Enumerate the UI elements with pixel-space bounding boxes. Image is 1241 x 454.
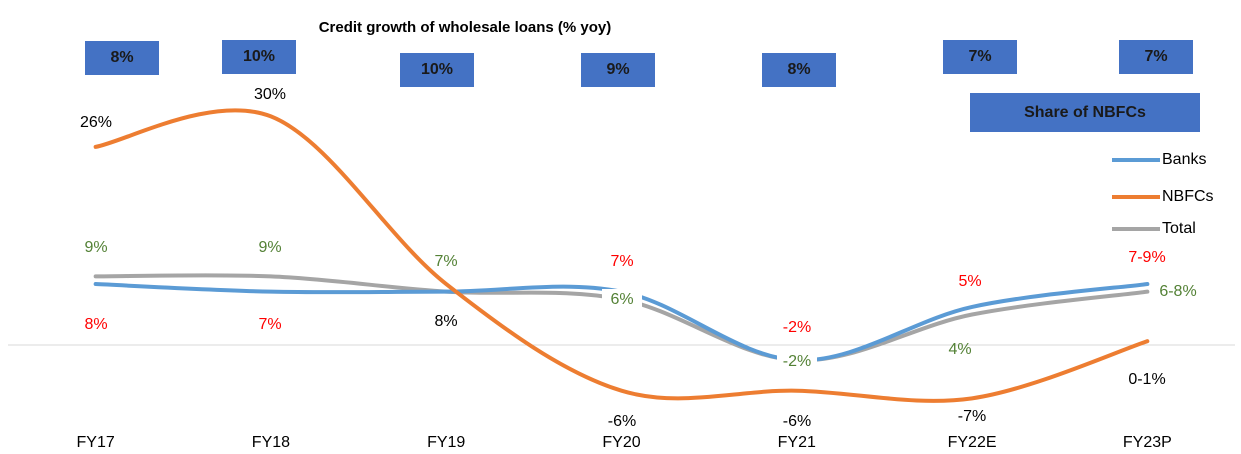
share-label: 7%: [968, 48, 991, 65]
share-box: [581, 53, 655, 87]
data-label: 6-8%: [1159, 283, 1196, 300]
x-tick-label: FY21: [778, 434, 816, 451]
data-label: 4%: [948, 341, 971, 358]
data-label: -6%: [608, 413, 636, 430]
data-label: 9%: [84, 239, 107, 256]
x-tick-label: FY20: [602, 434, 640, 451]
x-tick-label: FY22E: [948, 434, 997, 451]
data-label: 6%: [610, 291, 633, 308]
data-label: 26%: [80, 114, 112, 131]
data-label: -2%: [783, 353, 811, 370]
share-box: [762, 53, 836, 87]
data-label: 9%: [258, 239, 281, 256]
share-title-box: [970, 93, 1200, 132]
share-box: [85, 41, 159, 75]
data-label: 8%: [434, 313, 457, 330]
data-label: -6%: [783, 413, 811, 430]
x-tick-label: FY19: [427, 434, 465, 451]
chart-title: Credit growth of wholesale loans (% yoy): [319, 19, 612, 36]
x-tick-label: FY17: [77, 434, 115, 451]
data-label: 7%: [258, 316, 281, 333]
data-label: 7%: [610, 253, 633, 270]
share-box: [1119, 40, 1193, 74]
share-label: 10%: [421, 61, 453, 78]
label-bg: [602, 289, 642, 311]
share-label: 9%: [606, 61, 629, 78]
data-label: 7-9%: [1128, 249, 1165, 266]
data-label: 5%: [958, 273, 981, 290]
share-box: [943, 40, 1017, 74]
share-box: [222, 40, 296, 74]
share-box: [400, 53, 474, 87]
data-label: 7%: [434, 253, 457, 270]
data-label: 8%: [84, 316, 107, 333]
label-bg: [777, 351, 817, 373]
x-tick-label: FY23P: [1123, 434, 1172, 451]
share-label: 8%: [110, 49, 133, 66]
x-tick-label: FY18: [252, 434, 290, 451]
legend-label: NBFCs: [1162, 188, 1214, 205]
legend-label: Total: [1162, 220, 1196, 237]
data-label: -2%: [783, 319, 811, 336]
share-label: 7%: [1144, 48, 1167, 65]
data-label: 0-1%: [1128, 371, 1165, 388]
share-label: 10%: [243, 48, 275, 65]
share-title: Share of NBFCs: [1024, 104, 1146, 121]
data-label: -7%: [958, 408, 986, 425]
line-1: [93, 108, 1150, 403]
data-label: 30%: [254, 86, 286, 103]
share-label: 8%: [787, 61, 810, 78]
line-2: [93, 273, 1150, 363]
legend-label: Banks: [1162, 151, 1206, 168]
